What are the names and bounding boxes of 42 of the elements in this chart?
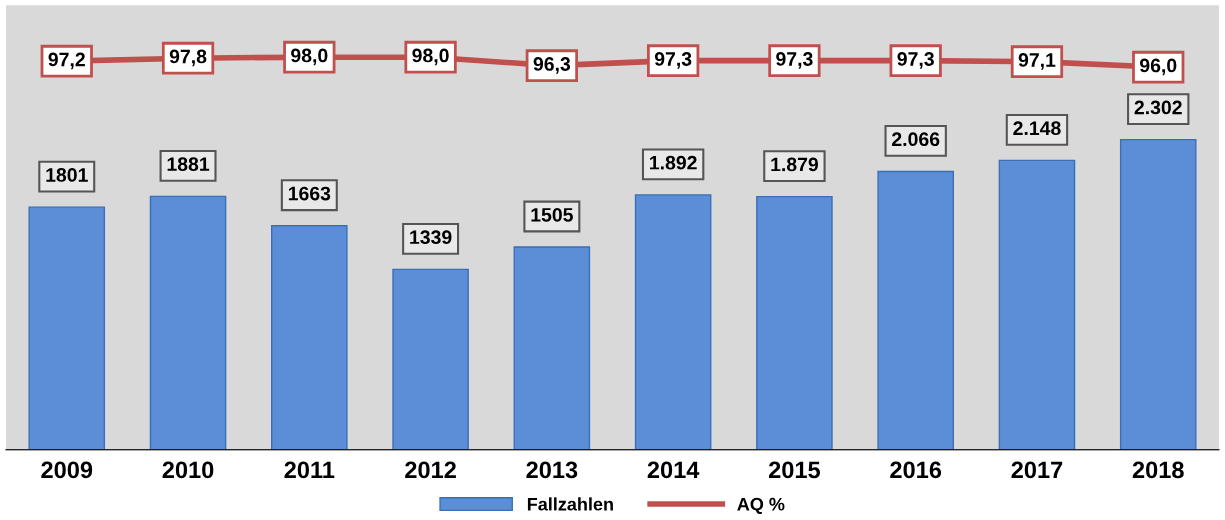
bar	[28, 206, 106, 450]
x-tick-label: 2012	[405, 461, 456, 479]
data-label: 1801	[46, 168, 88, 182]
bar	[392, 268, 469, 450]
data-label: 1881	[167, 157, 210, 172]
data-label: 97,3	[776, 52, 813, 69]
data-label: 98,0	[412, 48, 449, 66]
data-label: 98,0	[291, 48, 328, 66]
legend-label: Fallzahlen	[527, 497, 613, 511]
x-tick-label: 2017	[1011, 461, 1063, 479]
data-label: 1.879	[771, 157, 819, 172]
data-label: 1505	[531, 207, 573, 222]
data-label: 1339	[410, 230, 452, 245]
x-tick-label: 2014	[647, 461, 700, 479]
x-tick-label: 2013	[526, 461, 578, 479]
x-tick-label: 2011	[284, 461, 335, 479]
data-label: 2.066	[892, 132, 940, 147]
x-tick-label: 2018	[1132, 461, 1184, 479]
x-tick-label: 2010	[162, 461, 214, 479]
data-label: 97,8	[169, 49, 207, 67]
bar	[1119, 138, 1197, 450]
bar	[634, 194, 712, 450]
x-tick-label: 2016	[890, 461, 942, 479]
data-label: 2.148	[1013, 121, 1061, 136]
data-label: 97,2	[48, 52, 85, 70]
bar	[998, 159, 1076, 450]
data-label: 96,3	[533, 57, 571, 74]
bar	[149, 195, 227, 450]
data-label: 97,1	[1018, 53, 1056, 70]
legend-label: AQ %	[737, 497, 785, 514]
data-label: 2.302	[1134, 100, 1182, 115]
bar	[877, 170, 954, 450]
x-tick-label: 2015	[768, 461, 821, 479]
data-label: 97,3	[654, 52, 692, 69]
data-label: 1.892	[650, 155, 697, 170]
bar	[513, 246, 591, 450]
bar	[756, 195, 833, 450]
bar	[271, 225, 348, 450]
data-label: 1663	[288, 186, 331, 201]
x-tick-label: 2009	[41, 461, 93, 479]
data-label: 97,3	[897, 52, 934, 69]
data-label: 96,0	[1139, 58, 1177, 76]
